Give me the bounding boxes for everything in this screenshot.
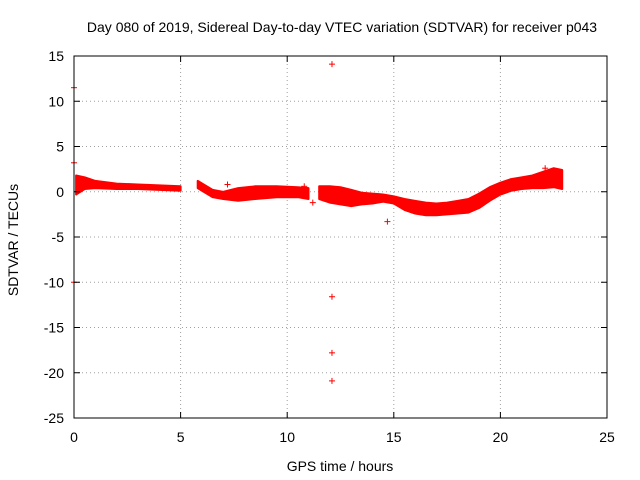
axis-ticks: 0 5 10 15 20 25 -25 -20 -15 -10 -5 0 5 10 15 [44,48,615,445]
data-band [75,174,182,196]
data-point [328,293,335,300]
y-tick-label: 5 [56,139,64,155]
data-point [328,61,335,68]
y-tick-label: 0 [56,184,64,200]
data-point [542,165,549,172]
x-tick-label: 5 [177,429,185,445]
y-tick-label: -20 [44,365,64,381]
data-point [301,183,308,190]
x-tick-label: 15 [386,429,402,445]
y-tick-label: 10 [48,93,64,109]
chart-title: Day 080 of 2019, Sidereal Day-to-day VTE… [87,19,597,35]
x-tick-label: 10 [279,429,295,445]
x-tick-label: 0 [70,429,78,445]
y-axis-label: SDTVAR / TECUs [5,184,21,296]
y-tick-label: -5 [52,229,65,245]
data-point [309,199,316,206]
data-point [328,377,335,384]
x-tick-label: 20 [493,429,509,445]
y-tick-label: -25 [44,410,64,426]
data-band [196,179,310,202]
data-point [328,349,335,356]
y-tick-label: -15 [44,320,64,336]
y-tick-label: 15 [48,48,64,64]
data-point [224,181,231,188]
x-tick-label: 25 [599,429,615,445]
grid [74,56,607,418]
x-axis-label: GPS time / hours [287,458,394,474]
y-tick-label: -10 [44,274,64,290]
data-band [318,167,564,217]
data-point [384,218,391,225]
